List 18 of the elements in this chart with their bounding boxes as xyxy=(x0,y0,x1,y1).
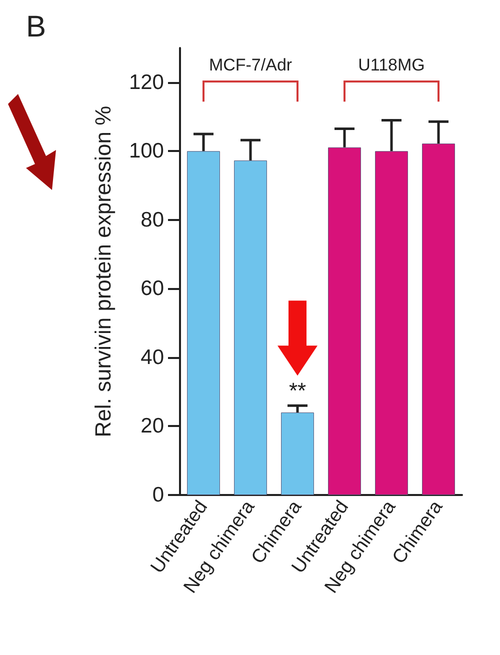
bar xyxy=(422,144,455,495)
bar xyxy=(234,160,267,495)
bar xyxy=(281,412,314,495)
y-tick-label: 40 xyxy=(140,346,164,369)
y-tick-label: 100 xyxy=(128,140,164,163)
y-axis-title: Rel. survivin protein expression % xyxy=(90,106,116,438)
y-tick-label: 120 xyxy=(128,70,164,94)
bar xyxy=(375,151,408,495)
y-tick-label: 60 xyxy=(140,277,164,300)
bar xyxy=(187,151,220,495)
y-tick-label: 80 xyxy=(140,208,164,232)
annotation: U118MG xyxy=(358,56,425,75)
y-tick-label: 0 xyxy=(152,484,164,506)
bar xyxy=(328,147,361,495)
y-tick-label: 20 xyxy=(140,414,164,438)
annotation: ** xyxy=(288,378,306,404)
annotation: MCF-7/Adr xyxy=(208,56,292,75)
text: B xyxy=(26,10,46,44)
